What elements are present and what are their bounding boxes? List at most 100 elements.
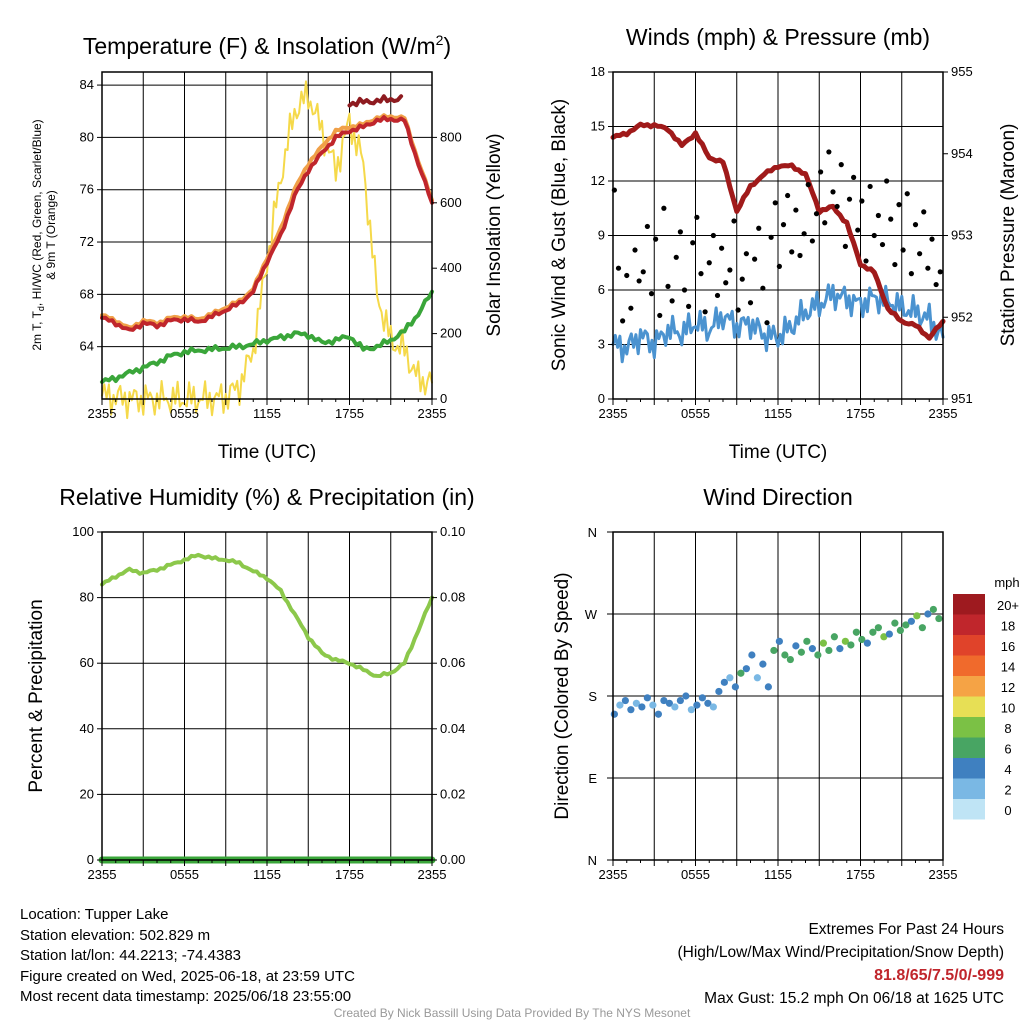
- x-tick-label: 2355: [88, 867, 117, 882]
- gust-point: [822, 220, 828, 226]
- gust-point: [908, 271, 914, 277]
- direction-point: [737, 669, 745, 677]
- gust-point: [768, 234, 774, 240]
- direction-point: [627, 706, 635, 714]
- gust-point: [735, 307, 741, 313]
- direction-point: [715, 687, 723, 696]
- y-tick-label: 60: [80, 655, 94, 670]
- gust-point: [834, 203, 840, 210]
- gust-point: [871, 232, 877, 239]
- direction-point: [643, 694, 651, 702]
- humidity-right-ticks: 0.00 0.02 0.04 0.06 0.08 0.10: [432, 524, 465, 867]
- x-tick-label: 2355: [599, 406, 628, 421]
- x-tick-label: 1755: [335, 406, 364, 421]
- extremes-box: Extremes For Past 24 Hours (High/Low/Max…: [678, 918, 1005, 1010]
- gust-point: [921, 209, 927, 215]
- winds-x-ticks: 2355 0555 1155 1755 2355: [599, 399, 957, 421]
- insolation-line: [101, 80, 433, 420]
- direction-title: Wind Direction: [703, 484, 853, 510]
- direction-point: [814, 651, 822, 659]
- y-tick-label: 72: [80, 234, 94, 249]
- y-tick-label: 0: [598, 391, 605, 406]
- y-tick-label: 600: [440, 195, 462, 210]
- x-tick-label: 1155: [253, 406, 281, 421]
- colorbar-label: 16: [1001, 639, 1015, 654]
- winds-left-ticks: 0 3 6 9 12 15 18: [591, 64, 613, 406]
- direction-point: [709, 703, 717, 711]
- y-tick-label: 800: [440, 129, 462, 144]
- gust-point: [640, 269, 646, 275]
- direction-ylabel: Direction (Colored By Speed): [552, 572, 573, 819]
- winds-series: [610, 121, 946, 364]
- direction-point: [704, 699, 712, 707]
- gust-point: [698, 271, 704, 277]
- humidity-ylabel: Percent & Precipitation: [26, 599, 47, 792]
- colorbar-label: 12: [1001, 680, 1015, 695]
- gust-point: [714, 292, 721, 299]
- direction-point: [764, 683, 772, 691]
- temp-2m-line: [100, 115, 434, 332]
- gust-point: [620, 318, 626, 324]
- temperature-y2label: Solar Insolation (Yellow): [484, 133, 505, 336]
- humidity-line: [100, 552, 434, 678]
- extremes-heading: Extremes For Past 24 Hours: [808, 921, 1004, 938]
- direction-point: [649, 701, 657, 709]
- colorbar-swatch: [953, 696, 985, 717]
- x-tick-label: 2355: [599, 867, 628, 882]
- gust-point: [648, 291, 655, 297]
- gust-point: [879, 241, 886, 248]
- gust-point: [929, 236, 935, 242]
- direction-point: [918, 624, 926, 632]
- y-tick-label: 0.06: [440, 655, 465, 670]
- direction-point: [753, 674, 761, 682]
- winds-y2label: Station Pressure (Maroon): [998, 124, 1019, 347]
- humidity-grid: [102, 532, 432, 860]
- gust-point: [752, 256, 758, 262]
- direction-point: [902, 621, 910, 629]
- pressure-line: [610, 121, 946, 341]
- x-tick-label: 2355: [88, 406, 117, 421]
- y-tick-label: 76: [80, 182, 94, 197]
- y-tick-label: 0: [440, 391, 447, 406]
- temperature-x-ticks: 2355 0555 1155 1755 2355: [88, 399, 446, 421]
- direction-point: [610, 710, 618, 718]
- gust-point: [809, 238, 815, 244]
- gust-point: [636, 278, 642, 284]
- gust-point: [677, 229, 683, 235]
- y-tick-label: 200: [440, 326, 462, 341]
- gust-point: [665, 283, 671, 289]
- gust-point: [904, 191, 910, 197]
- direction-point: [819, 639, 827, 647]
- x-tick-label: 0555: [170, 406, 199, 421]
- colorbar-label: 0: [1004, 803, 1011, 818]
- gust-point: [681, 287, 688, 293]
- gust-point: [863, 258, 869, 264]
- humidity-title: Relative Humidity (%) & Precipitation (i…: [59, 484, 474, 510]
- gust-point: [657, 312, 663, 319]
- gust-point: [888, 216, 894, 222]
- direction-tick-label: E: [588, 771, 597, 786]
- gust-point: [793, 207, 799, 213]
- gust-point: [764, 320, 770, 326]
- y-tick-label: 100: [72, 524, 94, 539]
- y-tick-label: 952: [951, 309, 973, 324]
- svg-text:& 9m T (Orange): & 9m T (Orange): [44, 190, 58, 280]
- x-tick-label: 0555: [170, 867, 199, 882]
- y-tick-label: 80: [80, 590, 94, 605]
- x-tick-label: 0555: [681, 867, 710, 882]
- gust-point: [776, 263, 782, 269]
- x-tick-label: 1755: [335, 867, 364, 882]
- direction-point: [852, 628, 860, 636]
- temperature-series: [100, 80, 434, 420]
- x-tick-label: 1755: [846, 867, 875, 882]
- direction-x-ticks: 2355 0555 1155 1755 2355: [599, 860, 957, 882]
- gust-point: [694, 214, 700, 220]
- gust-point: [797, 252, 803, 259]
- x-tick-label: 2355: [418, 867, 447, 882]
- direction-point: [775, 637, 783, 645]
- y-tick-label: 3: [598, 337, 605, 352]
- gust-point: [818, 169, 824, 175]
- colorbar-swatch: [953, 717, 985, 738]
- gust-point: [912, 222, 919, 228]
